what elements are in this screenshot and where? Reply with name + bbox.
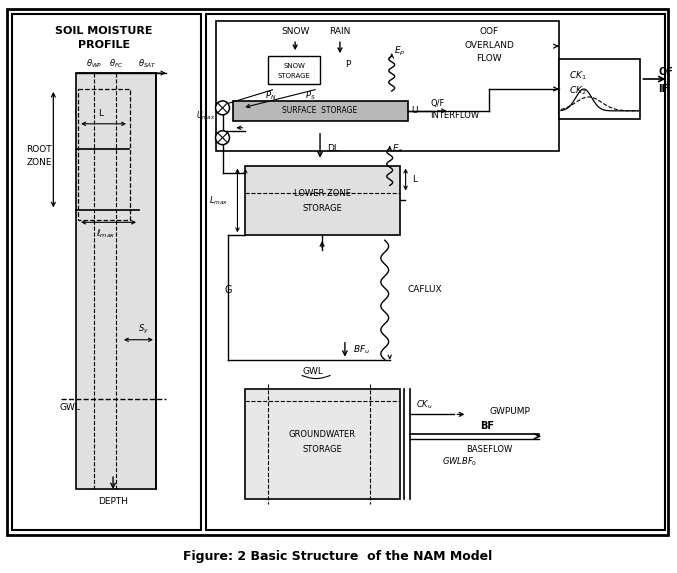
Bar	[268, 56, 320, 84]
Text: P: P	[345, 60, 351, 69]
Bar	[245, 390, 399, 499]
Text: $\theta_{FC}$: $\theta_{FC}$	[109, 58, 123, 70]
Text: GROUNDWATER: GROUNDWATER	[288, 430, 355, 439]
Bar	[215, 21, 559, 151]
Text: Q/F: Q/F	[431, 99, 445, 108]
Text: Figure: 2 Basic Structure  of the NAM Model: Figure: 2 Basic Structure of the NAM Mod…	[183, 550, 493, 563]
Text: FLOW: FLOW	[477, 54, 502, 62]
Text: ROOT: ROOT	[26, 145, 52, 154]
Text: ZONE: ZONE	[26, 158, 52, 167]
Text: OVERLAND: OVERLAND	[464, 41, 514, 50]
Text: STORAGE: STORAGE	[302, 445, 342, 454]
Text: GWL: GWL	[302, 367, 323, 376]
Text: PROFILE: PROFILE	[78, 40, 130, 50]
Bar	[559, 59, 640, 119]
Text: $P_N$: $P_N$	[265, 90, 276, 102]
Text: U: U	[412, 107, 418, 115]
Bar	[79, 89, 130, 221]
Text: DEPTH: DEPTH	[98, 497, 128, 507]
Text: RAIN: RAIN	[329, 27, 351, 36]
Text: $U_{max}$: $U_{max}$	[196, 109, 215, 122]
Text: OF: OF	[659, 67, 673, 77]
Text: IF: IF	[659, 84, 668, 94]
Text: BF: BF	[480, 421, 494, 431]
Text: G: G	[225, 285, 232, 295]
Text: DL: DL	[327, 144, 339, 153]
Bar	[206, 14, 665, 530]
Text: $S_y$: $S_y$	[139, 323, 150, 336]
Circle shape	[215, 101, 230, 115]
Text: GWPUMP: GWPUMP	[489, 407, 530, 416]
Bar	[234, 101, 408, 121]
Text: $\ell_{max}$: $\ell_{max}$	[96, 227, 116, 240]
Bar	[12, 14, 200, 530]
Text: $CK_2$: $CK_2$	[569, 85, 586, 97]
Bar	[245, 166, 399, 236]
Text: $L_{max}$: $L_{max}$	[209, 194, 229, 207]
Text: SURFACE  STORAGE: SURFACE STORAGE	[282, 107, 357, 115]
Text: $E_p$: $E_p$	[394, 45, 406, 58]
Text: $\theta_{WP}$: $\theta_{WP}$	[86, 58, 102, 70]
Text: STORAGE: STORAGE	[302, 204, 342, 213]
Text: STORAGE: STORAGE	[278, 73, 311, 79]
Text: L: L	[99, 109, 104, 119]
Text: LOWER ZONE: LOWER ZONE	[294, 189, 351, 198]
Bar	[77, 73, 156, 489]
Text: INTERFLOW: INTERFLOW	[430, 111, 479, 120]
Text: GWL: GWL	[60, 403, 80, 412]
Text: $\theta_{SAT}$: $\theta_{SAT}$	[139, 58, 157, 70]
Text: SNOW: SNOW	[283, 63, 305, 69]
Text: OOF: OOF	[480, 27, 499, 36]
Text: SOIL MOISTURE: SOIL MOISTURE	[56, 26, 153, 36]
Text: $CK_u$: $CK_u$	[416, 398, 433, 411]
Text: $E_a$: $E_a$	[392, 143, 403, 155]
Text: $CK_1$: $CK_1$	[569, 70, 586, 83]
Text: BASEFLOW: BASEFLOW	[466, 445, 512, 454]
Circle shape	[215, 131, 230, 145]
Text: CAFLUX: CAFLUX	[408, 285, 442, 295]
Text: SNOW: SNOW	[281, 27, 309, 36]
Text: $BF_u$: $BF_u$	[353, 343, 370, 356]
Text: L: L	[412, 175, 417, 184]
Text: $GWLBF_0$: $GWLBF_0$	[441, 456, 477, 468]
Text: $P_S$: $P_S$	[305, 90, 315, 102]
